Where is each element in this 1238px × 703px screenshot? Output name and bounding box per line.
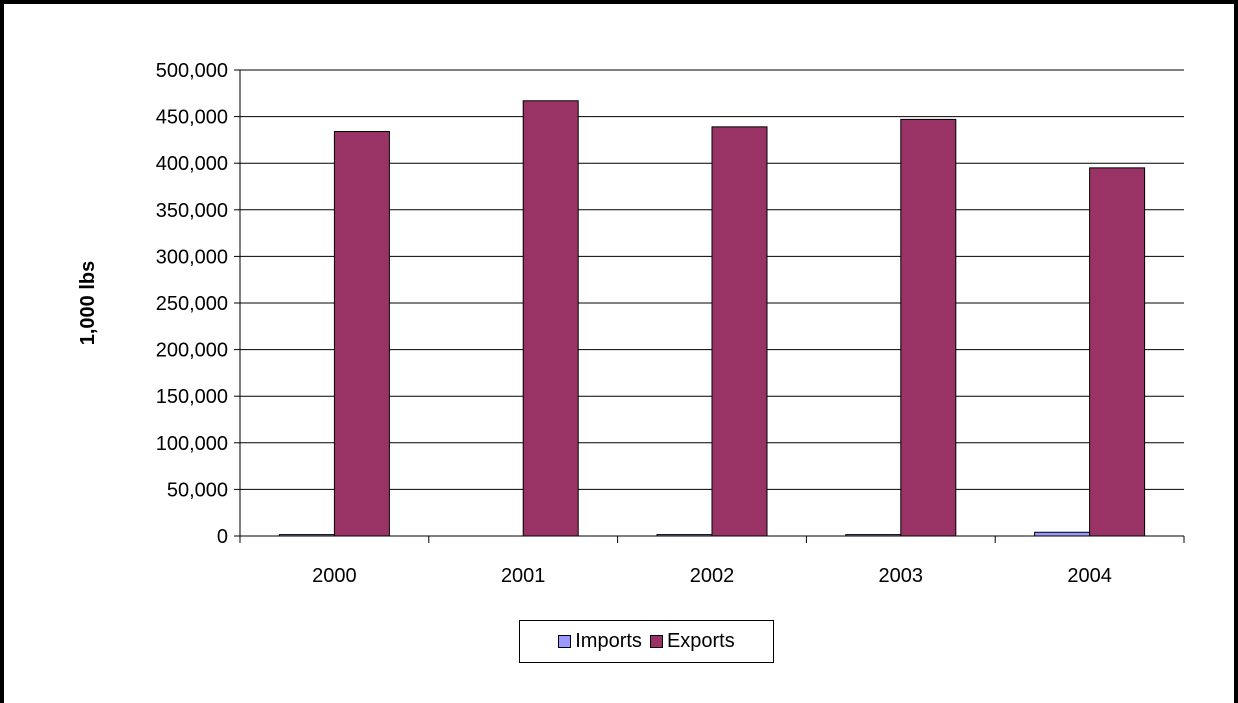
y-axis-title: 1,000 lbs (77, 261, 99, 346)
bar-exports-2003 (900, 118, 957, 537)
y-tick-labels: 0 50,000 100,000 150,000 200,000 250,000 300,0… (156, 60, 228, 548)
x-tick-label: 2004 (1067, 565, 1112, 587)
legend-label-exports: Exports (666, 630, 735, 652)
y-tick-label: 300,000 (156, 246, 228, 268)
axes (234, 69, 1185, 543)
x-tick-labels: 2000 2001 2002 2003 2004 (312, 565, 1112, 587)
y-tick-label: 250,000 (156, 293, 228, 315)
y-tick-label: 450,000 (156, 107, 228, 129)
x-tick-label: 2003 (879, 565, 924, 587)
y-tick-label: 150,000 (156, 386, 228, 408)
bar-exports-2002 (711, 126, 768, 537)
bar-exports-2004 (1089, 167, 1146, 537)
legend-swatch-imports (558, 635, 572, 648)
y-tick-label: 200,000 (156, 340, 228, 362)
legend-swatch-exports (649, 635, 663, 648)
x-tick-label: 2002 (690, 565, 735, 587)
legend-item-exports: Exports (649, 630, 735, 653)
legend: Imports Exports (519, 620, 774, 663)
y-tick-label: 100,000 (156, 433, 228, 455)
y-tick-label: 350,000 (156, 200, 228, 222)
legend-label-imports: Imports (575, 630, 642, 652)
y-tick-label: 500,000 (156, 60, 228, 82)
y-tick-label: 0 (217, 526, 228, 548)
x-tick-label: 2001 (501, 565, 546, 587)
bars (278, 100, 1146, 537)
x-tick-label: 2000 (312, 565, 357, 587)
bar-imports-2004 (1034, 531, 1091, 537)
bar-exports-2001 (522, 100, 579, 537)
bar-exports-2000 (333, 131, 390, 537)
legend-item-imports: Imports (558, 630, 642, 653)
y-tick-label: 400,000 (156, 153, 228, 175)
y-tick-label: 50,000 (167, 479, 228, 501)
